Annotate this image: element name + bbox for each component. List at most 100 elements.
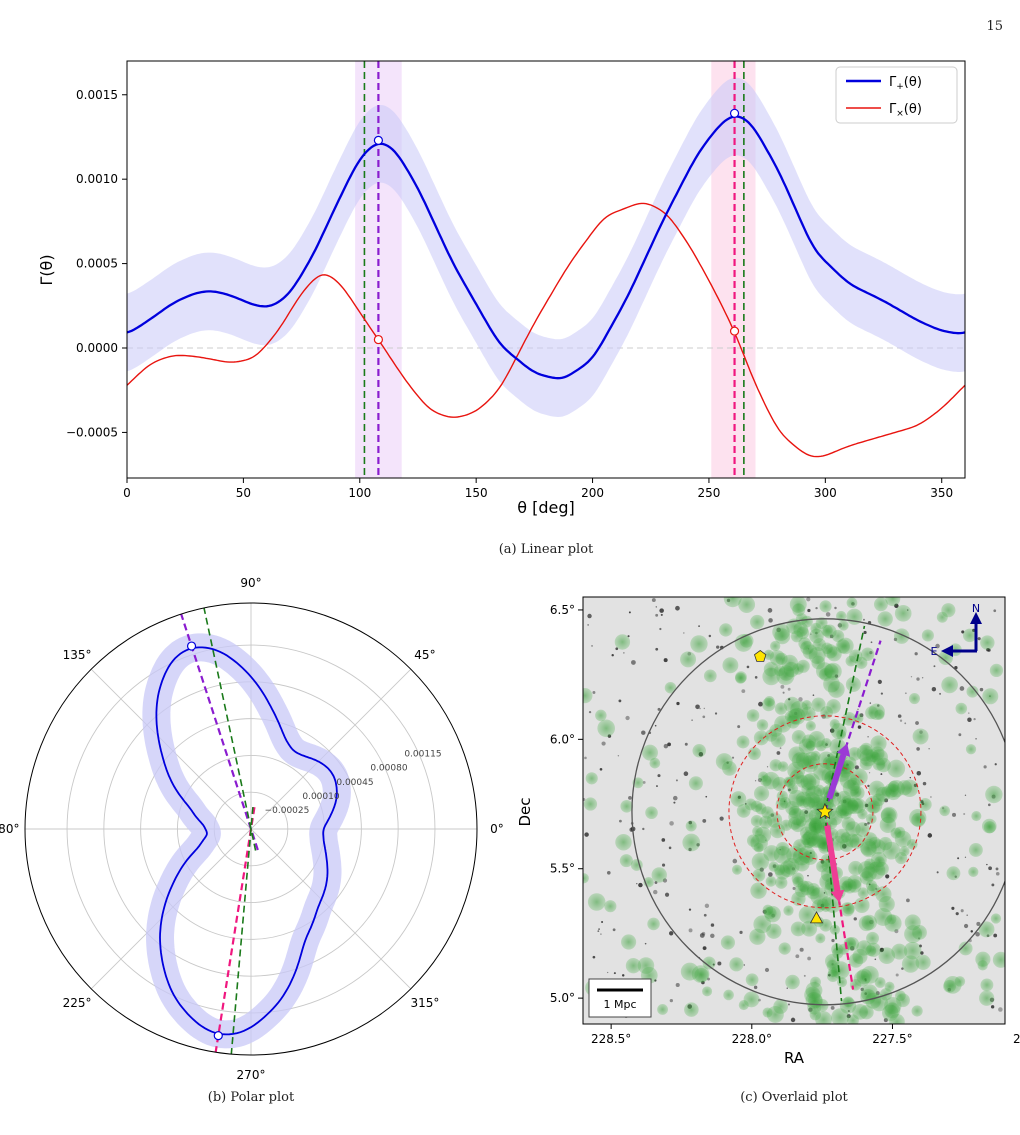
background-star xyxy=(601,920,604,923)
galaxy-density-blob xyxy=(885,784,902,801)
background-star xyxy=(863,618,865,621)
pink-arrow-head xyxy=(830,889,845,903)
galaxy-density-blob xyxy=(731,864,743,875)
galaxy-density-blob xyxy=(766,812,783,828)
y-tick-label: 0.0015 xyxy=(76,88,118,102)
polar-radial-label: 0.00080 xyxy=(370,764,407,774)
ra-tick-label: 227.0° xyxy=(1013,1032,1020,1046)
background-star xyxy=(968,712,970,714)
peak-marker-0 xyxy=(373,135,383,145)
background-star xyxy=(986,863,988,866)
galaxy-density-blob xyxy=(968,866,979,878)
background-star xyxy=(815,606,818,610)
galaxy-density-blob xyxy=(839,838,854,852)
galaxy-density-blob xyxy=(756,719,769,731)
galaxy-density-blob xyxy=(625,958,642,974)
galaxy-density-blob xyxy=(859,756,873,771)
background-star xyxy=(737,725,741,729)
background-star xyxy=(628,611,631,614)
galaxy-density-blob xyxy=(893,628,910,644)
galaxy-density-blob xyxy=(943,979,957,993)
galaxy-density-blob xyxy=(803,837,815,849)
galaxy-density-blob xyxy=(831,629,845,643)
galaxy-density-blob xyxy=(798,906,817,924)
background-star xyxy=(638,882,643,888)
background-star xyxy=(909,776,911,779)
background-star xyxy=(790,1017,796,1023)
background-star xyxy=(768,872,773,877)
galaxy-density-blob xyxy=(735,672,747,684)
galaxy-density-blob xyxy=(965,744,977,755)
background-star xyxy=(684,742,688,746)
polar-direction-line-1 xyxy=(214,807,256,1053)
galaxy-density-blob xyxy=(811,899,826,913)
peak-marker-3 xyxy=(729,326,740,336)
galaxy-density-blob xyxy=(982,688,999,705)
pentagon-marker xyxy=(754,650,767,662)
background-star xyxy=(807,956,811,961)
background-star xyxy=(655,613,659,617)
mid-radius-circle xyxy=(728,715,922,909)
background-star xyxy=(619,819,622,823)
galaxy-density-blob xyxy=(811,655,826,670)
polar-angle-label: 0° xyxy=(490,822,504,836)
galaxy-density-blob xyxy=(738,597,756,613)
galaxy-density-blob xyxy=(857,887,869,899)
galaxy-density-blob xyxy=(864,795,883,814)
polar-angle-label: 45° xyxy=(414,648,435,662)
galaxy-density-blob xyxy=(752,868,766,882)
galaxy-density-blob xyxy=(975,951,991,967)
galaxy-density-blob xyxy=(789,769,805,785)
polar-radial-label: 0.00010 xyxy=(302,792,339,802)
galaxy-density-blob xyxy=(815,740,827,752)
galaxy-density-blob xyxy=(619,854,633,868)
background-star xyxy=(597,930,600,932)
background-star xyxy=(916,771,922,776)
galaxy-density-blob xyxy=(912,728,929,745)
background-star xyxy=(880,773,883,776)
background-star xyxy=(714,712,718,715)
galaxy-density-blob xyxy=(839,997,857,1014)
background-star xyxy=(703,913,707,917)
background-star xyxy=(675,982,680,988)
galaxy-density-blob xyxy=(763,845,780,862)
background-star xyxy=(963,813,966,816)
galaxy-density-blob xyxy=(876,757,891,773)
background-star xyxy=(746,665,750,669)
galaxy-density-blob xyxy=(845,936,860,951)
y-tick-label: 0.0005 xyxy=(76,257,118,271)
overlaid-plot: 228.5° 228.0° 227.5° 227.0° 5.0° 5.5° 6.0° 6.5°… xyxy=(516,596,1020,1067)
background-star xyxy=(669,931,674,936)
galaxy-density-blob xyxy=(980,978,994,992)
page-number: 15 xyxy=(986,19,1003,34)
galaxy-density-blob xyxy=(723,989,734,1001)
galaxy-density-blob xyxy=(887,759,906,778)
galaxy-density-blob xyxy=(750,614,765,630)
galaxy-density-blob xyxy=(777,761,789,772)
galaxy-density-blob xyxy=(745,973,759,987)
background-star xyxy=(951,906,955,910)
overlaid-ylabel: Dec xyxy=(516,797,534,826)
background-star xyxy=(615,647,619,651)
galaxy-density-blob xyxy=(604,900,617,913)
background-star xyxy=(958,733,962,737)
galaxy-density-blob xyxy=(868,780,885,797)
galaxy-density-blob xyxy=(978,921,995,938)
galaxy-density-blob xyxy=(992,951,1005,968)
background-star xyxy=(973,718,976,721)
background-star xyxy=(921,677,924,679)
background-star xyxy=(874,958,877,961)
galaxy-density-blob xyxy=(719,623,733,637)
background-star xyxy=(584,756,587,760)
galaxy-density-blob xyxy=(775,652,788,665)
background-star xyxy=(662,863,666,867)
galaxy-density-blob xyxy=(845,676,861,693)
background-star xyxy=(606,870,611,875)
background-star xyxy=(601,741,606,746)
galaxy-density-blob xyxy=(753,730,769,746)
background-star xyxy=(659,627,662,631)
galaxy-density-blob xyxy=(750,815,763,827)
purple-arrow xyxy=(826,753,847,800)
background-star xyxy=(955,912,959,916)
background-star xyxy=(994,763,997,766)
